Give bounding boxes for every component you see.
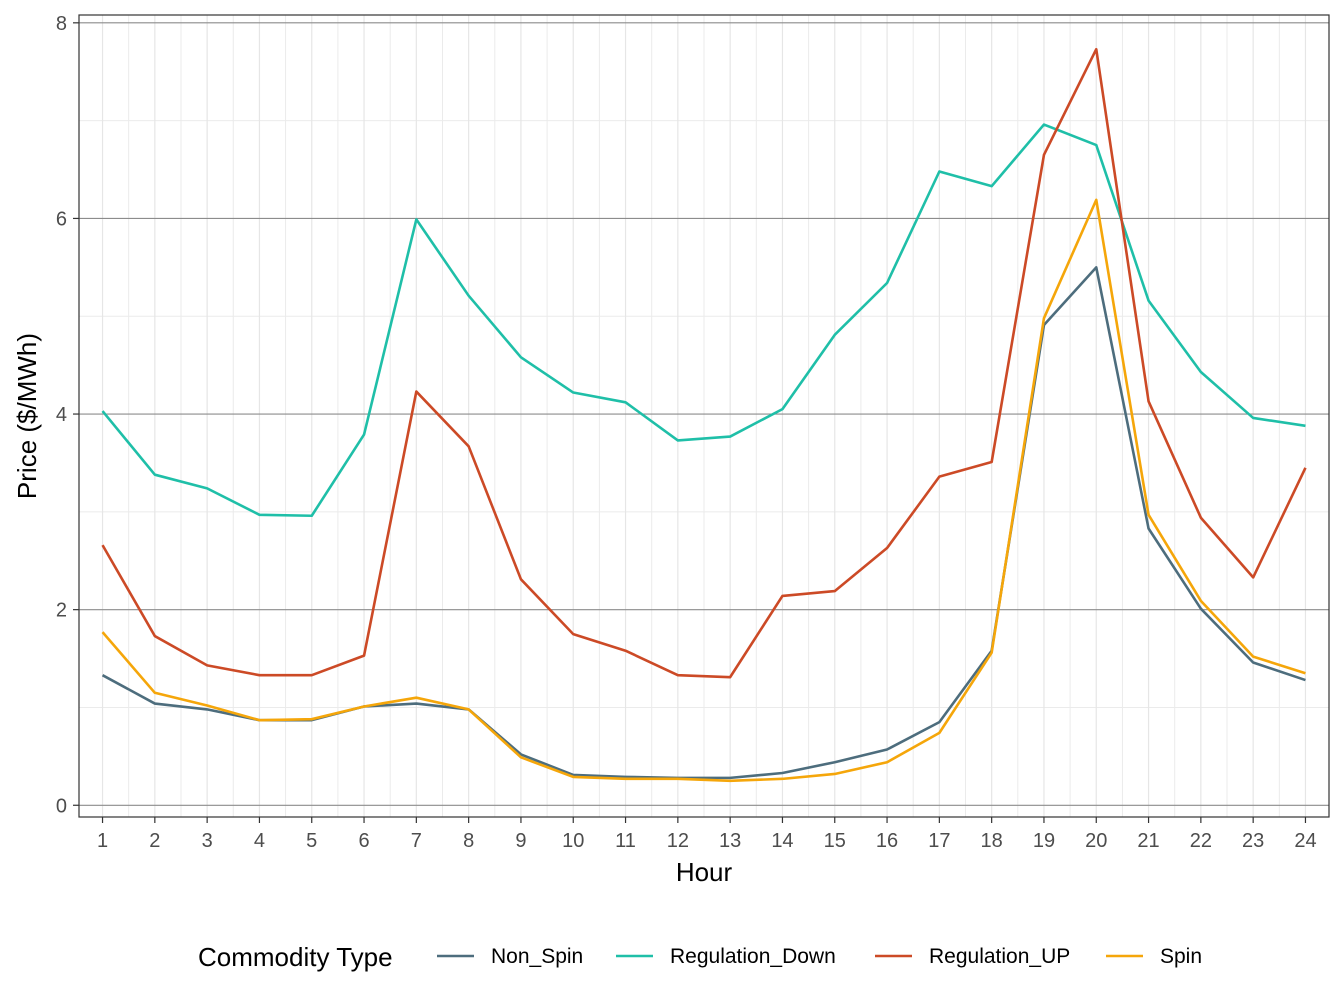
x-tick-label: 23	[1242, 830, 1264, 852]
x-tick-label: 19	[1033, 830, 1055, 852]
x-tick-label: 16	[876, 830, 898, 852]
x-tick-label: 13	[719, 830, 741, 852]
x-tick-label: 21	[1137, 830, 1159, 852]
x-tick-label: 5	[306, 830, 317, 852]
major-gridlines	[79, 15, 1329, 817]
y-tick-label: 6	[56, 208, 67, 230]
series-line-regulation-down	[101, 123, 1306, 518]
x-tick-label: 12	[667, 830, 689, 852]
y-tick-label: 4	[56, 404, 67, 426]
y-axis-title: Price ($/MWh)	[12, 333, 42, 499]
series-line-spin	[101, 198, 1306, 783]
x-tick-label: 9	[515, 830, 526, 852]
legend-label: Non_Spin	[491, 945, 583, 968]
x-tick-label: 18	[981, 830, 1003, 852]
legend-label: Regulation_Down	[670, 945, 836, 968]
legend: Commodity Type Non_Spin Regulation_Down Re…	[198, 942, 1202, 972]
x-tick-label: 17	[928, 830, 950, 852]
x-tick-label: 14	[771, 830, 793, 852]
legend-title: Commodity Type	[198, 942, 393, 972]
x-axis: 1 2 3 4 5 6 7 8 9 10 11 12 13 14 15 16 17 18 19 20 21 22 23 24	[97, 817, 1317, 852]
x-tick-label: 2	[149, 830, 160, 852]
series-lines	[101, 47, 1307, 783]
y-axis: 0 2 4 6 8	[56, 13, 79, 817]
x-tick-label: 1	[97, 830, 108, 852]
x-tick-label: 15	[824, 830, 846, 852]
series-line-regulation-up	[101, 47, 1307, 679]
legend-label: Spin	[1160, 945, 1202, 968]
x-tick-label: 10	[562, 830, 584, 852]
x-tick-label: 11	[615, 830, 636, 852]
legend-label: Regulation_UP	[929, 945, 1070, 968]
plot-border	[78, 14, 1330, 818]
minor-gridlines	[79, 15, 1329, 817]
y-tick-label: 2	[56, 600, 67, 622]
x-tick-label: 4	[254, 830, 265, 852]
x-tick-label: 8	[463, 830, 474, 852]
y-tick-label: 0	[56, 795, 67, 817]
y-tick-label: 8	[56, 13, 67, 35]
x-tick-label: 6	[358, 830, 369, 852]
x-tick-label: 22	[1190, 830, 1212, 852]
x-tick-label: 3	[202, 830, 213, 852]
x-tick-label: 24	[1294, 830, 1316, 852]
x-axis-title: Hour	[676, 857, 733, 887]
x-tick-label: 20	[1085, 830, 1107, 852]
x-tick-label: 7	[411, 830, 422, 852]
